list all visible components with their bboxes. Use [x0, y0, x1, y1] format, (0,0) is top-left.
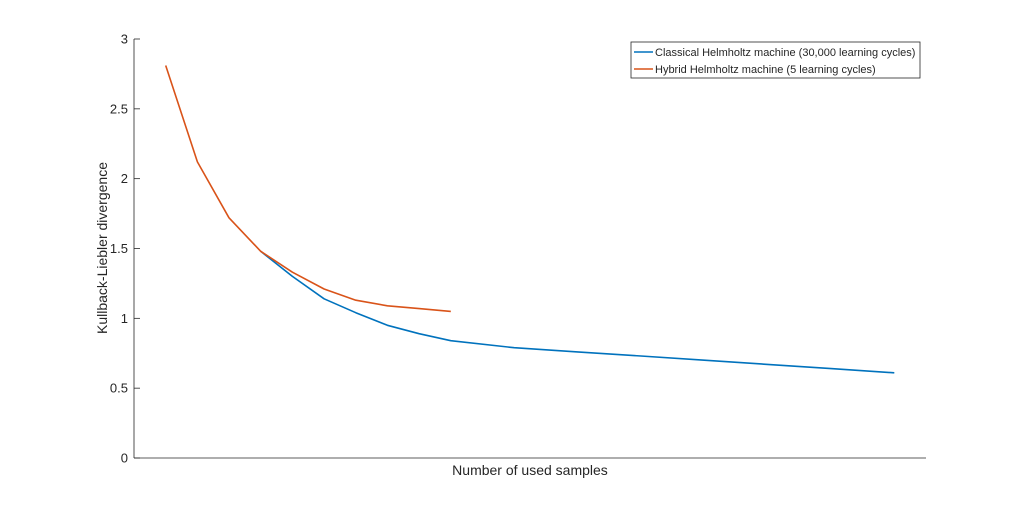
plot-lines: [164, 65, 895, 374]
x-axis-label: Number of used samples: [452, 462, 608, 478]
legend-box: [630, 41, 921, 79]
y-tick-label: 0.5: [110, 381, 128, 396]
y-tick-label: 0: [121, 451, 128, 466]
axes: [133, 39, 926, 459]
y-tick-label: 1: [121, 311, 128, 326]
y-ticks: 0 0.5 1 1.5 2 2.5 3: [110, 32, 140, 466]
y-axis-label: Kullback-Liebler divergence: [94, 162, 110, 334]
legend-label-classical: Classical Helmholtz machine (30,000 lear…: [655, 47, 915, 59]
legend-label-hybrid: Hybrid Helmholtz machine (5 learning cyc…: [655, 64, 876, 76]
hybrid-series-line: [164, 65, 451, 313]
classical-series-line: [260, 250, 895, 374]
y-tick-label: 2.5: [110, 101, 128, 116]
y-tick-label: 3: [121, 32, 128, 47]
legend: Classical Helmholtz machine (30,000 lear…: [630, 41, 921, 79]
y-tick-label: 1.5: [110, 241, 128, 256]
y-tick-label: 2: [121, 171, 128, 186]
